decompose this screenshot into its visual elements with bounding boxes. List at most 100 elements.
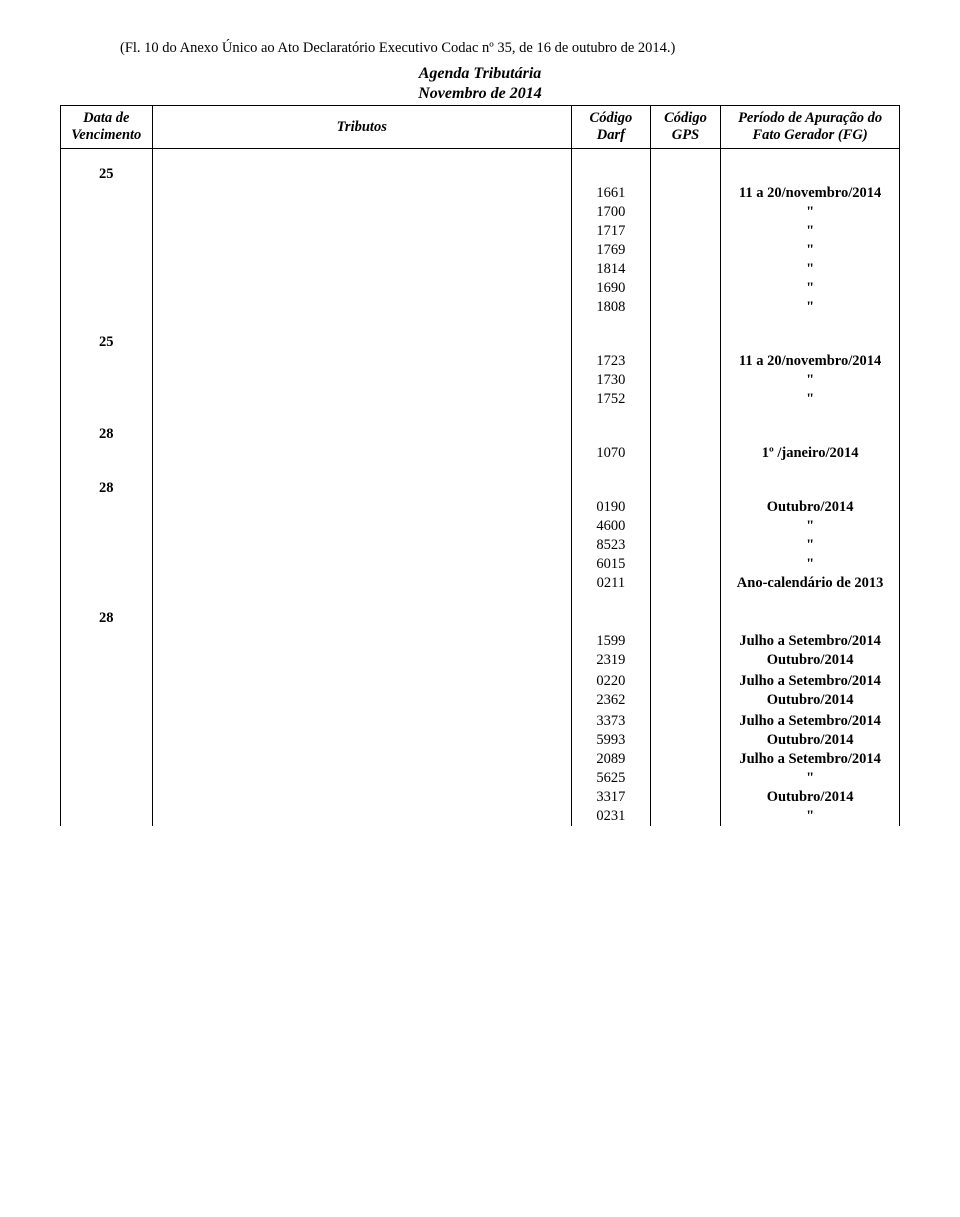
cell-trib: [152, 731, 571, 750]
cell-gps: [650, 536, 720, 555]
cell-per: 1º /janeiro/2014: [721, 444, 900, 463]
table-row: 5625 ": [61, 769, 900, 788]
cell-date: [61, 712, 153, 731]
cell-darf: 1752: [571, 390, 650, 409]
cell-per: Outubro/2014: [721, 498, 900, 517]
table-row: 4600": [61, 517, 900, 536]
table-row: 1717": [61, 222, 900, 241]
cell-per: Ano-calendário de 2013: [721, 574, 900, 593]
table-row: 1814": [61, 260, 900, 279]
cell-darf: 8523: [571, 536, 650, 555]
cell-per: ": [721, 517, 900, 536]
cell-darf: [571, 425, 650, 444]
table-row: 0211Ano-calendário de 2013: [61, 574, 900, 593]
cell-per: [721, 425, 900, 444]
tax-table: Data de Vencimento Tributos Código Darf …: [60, 105, 900, 826]
cell-trib: [152, 444, 571, 463]
cell-trib: [152, 691, 571, 710]
cell-darf: 1730: [571, 371, 650, 390]
cell-per: ": [721, 279, 900, 298]
cell-trib: [152, 632, 571, 651]
cell-darf: 5993: [571, 731, 650, 750]
cell-per: ": [721, 222, 900, 241]
cell-gps: [650, 555, 720, 574]
cell-per: [721, 333, 900, 352]
cell-darf: 5625: [571, 769, 650, 788]
table-row: 28: [61, 479, 900, 498]
cell-gps: [650, 691, 720, 710]
cell-darf: 2319: [571, 651, 650, 670]
cell-gps: [650, 574, 720, 593]
cell-gps: [650, 498, 720, 517]
table-row: 5993 Outubro/2014: [61, 731, 900, 750]
cell-gps: [650, 279, 720, 298]
cell-per: Outubro/2014: [721, 731, 900, 750]
cell-trib: [152, 574, 571, 593]
cell-darf: 3317: [571, 788, 650, 807]
cell-gps: [650, 260, 720, 279]
cell-gps: [650, 425, 720, 444]
cell-darf: [571, 479, 650, 498]
cell-gps: [650, 672, 720, 691]
cell-darf: [571, 333, 650, 352]
cell-per: 11 a 20/novembro/2014: [721, 352, 900, 371]
table-row: 0231": [61, 807, 900, 826]
table-row: 1599Julho a Setembro/2014: [61, 632, 900, 651]
cell-date: 28: [61, 479, 153, 498]
cell-per: ": [721, 241, 900, 260]
doc-title-1: Agenda Tributária: [60, 65, 900, 83]
cell-date: [61, 279, 153, 298]
cell-date: [61, 574, 153, 593]
cell-per: Julho a Setembro/2014: [721, 672, 900, 691]
cell-date: [61, 517, 153, 536]
cell-per: ": [721, 769, 900, 788]
cell-date: [61, 203, 153, 222]
cell-trib: [152, 536, 571, 555]
cell-trib: [152, 750, 571, 769]
th-trib: Tributos: [152, 106, 571, 149]
table-row: 1661 11 a 20/novembro/2014: [61, 184, 900, 203]
cell-per: Outubro/2014: [721, 651, 900, 670]
cell-gps: [650, 517, 720, 536]
cell-date: [61, 352, 153, 371]
doc-title-2: Novembro de 2014: [60, 85, 900, 103]
table-row: 0190Outubro/2014: [61, 498, 900, 517]
cell-per: 11 a 20/novembro/2014: [721, 184, 900, 203]
cell-per: Julho a Setembro/2014: [721, 712, 900, 731]
cell-gps: [650, 390, 720, 409]
table-row: 2319 Outubro/2014: [61, 651, 900, 670]
cell-darf: 1808: [571, 298, 650, 317]
cell-gps: [650, 750, 720, 769]
cell-gps: [650, 333, 720, 352]
cell-date: [61, 444, 153, 463]
cell-date: [61, 632, 153, 651]
table-row: 172311 a 20/novembro/2014: [61, 352, 900, 371]
cell-trib: [152, 390, 571, 409]
cell-darf: 0220: [571, 672, 650, 691]
cell-date: [61, 731, 153, 750]
cell-darf: 1070: [571, 444, 650, 463]
cell-trib: [152, 371, 571, 390]
table-row: 28: [61, 425, 900, 444]
cell-gps: [650, 222, 720, 241]
cell-gps: [650, 184, 720, 203]
cell-gps: [650, 203, 720, 222]
cell-date: [61, 691, 153, 710]
cell-trib: [152, 651, 571, 670]
table-row: 28: [61, 609, 900, 628]
cell-gps: [650, 651, 720, 670]
cell-trib: [152, 241, 571, 260]
cell-darf: 1661: [571, 184, 650, 203]
table-row: 1752": [61, 390, 900, 409]
cell-per: ": [721, 298, 900, 317]
table-row: 3373Julho a Setembro/2014: [61, 712, 900, 731]
cell-trib: [152, 298, 571, 317]
cell-trib: [152, 609, 571, 628]
cell-darf: 1814: [571, 260, 650, 279]
cell-trib: [152, 712, 571, 731]
cell-trib: [152, 555, 571, 574]
cell-date: 28: [61, 609, 153, 628]
cell-trib: [152, 788, 571, 807]
cell-darf: 2089: [571, 750, 650, 769]
cell-date: [61, 260, 153, 279]
